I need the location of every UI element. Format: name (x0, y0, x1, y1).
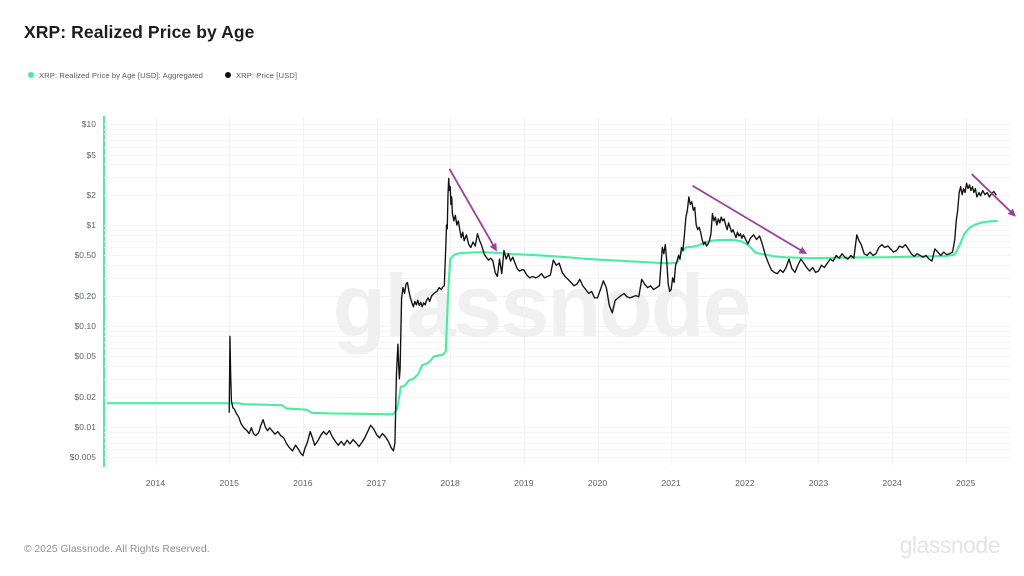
y-axis-tick-label: $0.05 (74, 351, 96, 362)
gridline-minor (104, 277, 1010, 279)
gridline-minor (104, 247, 1010, 249)
gridline-vertical (965, 118, 967, 465)
y-axis-tick-label: $1 (86, 220, 96, 231)
chart-legend: XRP: Realized Price by Age [USD]: Aggreg… (28, 68, 297, 82)
y-axis-tick-label: $0.02 (74, 391, 96, 402)
gridline-minor (104, 426, 1010, 428)
gridline-minor (104, 341, 1010, 343)
x-axis-labels: 2014 2015 2016 2017 2018 2019 2020 2021 2022 2023… (104, 478, 1010, 494)
realized-price-line (106, 219, 998, 416)
y-axis-tick-label: $0.20 (74, 290, 96, 301)
gridline-vertical (376, 118, 378, 465)
x-axis-tick-label: 2020 (587, 478, 608, 488)
legend-entry-2[interactable]: XRP: Price [USD] (224, 70, 298, 80)
gridline-vertical (597, 118, 599, 465)
gridline-minor (104, 436, 1010, 438)
x-axis-tick-label: 2017 (366, 478, 387, 488)
gridline-minor (104, 366, 1010, 368)
gridline-minor (104, 133, 1010, 135)
gridline-vertical (450, 118, 452, 465)
gridline-minor (104, 240, 1010, 242)
trend-arrow (971, 173, 1016, 217)
gridline-minor (104, 176, 1010, 178)
y-axis-tick-label: $0.10 (74, 321, 96, 332)
gridline-minor (104, 265, 1010, 267)
x-axis-tick-label: 2016 (293, 478, 313, 488)
gridline-minor (104, 431, 1010, 433)
gridline-minor (104, 295, 1010, 297)
gridline-minor (104, 449, 1010, 451)
x-axis-tick-label: 2024 (882, 478, 902, 488)
gridline-vertical (671, 118, 673, 465)
y-axis-labels: $10 $5 $2 $1 $0.50 $0.20 $0.10 $0.05 $0.02 $0.01 $… (24, 118, 96, 465)
gridline-minor (104, 378, 1010, 380)
gridline-minor (104, 164, 1010, 166)
legend-entry-1[interactable]: XRP: Realized Price by Age [USD]: Aggreg… (28, 71, 203, 80)
glassnode-logo: glassnode (899, 532, 1001, 558)
x-axis-tick-label: 2025 (956, 478, 976, 488)
gridline-vertical (302, 118, 304, 465)
gridline-vertical (818, 118, 820, 465)
y-axis-line (103, 116, 105, 467)
y-axis-tick-label: $0.005 (69, 452, 96, 463)
gridline-vertical (523, 118, 525, 465)
series-canvas (106, 168, 1016, 457)
gridline-minor (104, 154, 1010, 156)
gridline-minor (104, 225, 1010, 227)
gridline-minor (104, 139, 1010, 141)
x-axis-tick-label: 2014 (145, 478, 166, 488)
x-axis-tick-label: 2023 (808, 478, 829, 488)
price-line (228, 177, 997, 457)
copyright-text: © 2025 Glassnode. All Rights Reserved. (24, 544, 210, 555)
x-axis-tick-label: 2022 (735, 478, 755, 488)
gridline-minor (104, 146, 1010, 148)
gridline-minor (104, 457, 1010, 459)
legend-label: XRP: Realized Price by Age [USD]: Aggreg… (39, 70, 203, 80)
gridline-minor (104, 348, 1010, 350)
gridline-vertical (892, 118, 894, 465)
gridline-minor (104, 128, 1010, 130)
gridline-minor (104, 194, 1010, 196)
y-axis-tick-label: $0.50 (74, 250, 96, 261)
y-axis-tick-label: $5 (86, 149, 96, 160)
page-title: XRP: Realized Price by Age (24, 22, 255, 42)
y-axis-tick-label: $2 (86, 189, 96, 200)
x-axis-tick-label: 2015 (219, 478, 239, 488)
x-axis-tick-label: 2018 (440, 478, 460, 488)
gridline-minor (104, 124, 1010, 126)
gridline-vertical (229, 118, 231, 465)
legend-label: XRP: Price [USD] (235, 70, 298, 80)
x-axis-tick-label: 2019 (514, 478, 534, 488)
gridline-minor (104, 234, 1010, 236)
gridline-minor (104, 326, 1010, 328)
gridline-minor (104, 442, 1010, 444)
gridline-minor (104, 330, 1010, 332)
gridline-vertical (744, 118, 746, 465)
gridline-minor (104, 356, 1010, 358)
legend-marker-icon (224, 72, 231, 78)
legend-marker-icon (28, 72, 34, 78)
y-axis-tick-label: $0.01 (74, 421, 96, 432)
gridline-vertical (155, 118, 157, 465)
gridline-minor (104, 335, 1010, 337)
trend-arrow (448, 168, 497, 252)
x-axis-tick-label: 2021 (661, 478, 681, 488)
y-axis-tick-label: $10 (81, 119, 96, 130)
plot-area: glassnode (104, 118, 1016, 465)
trend-arrows (448, 168, 1016, 255)
gridline-minor (104, 396, 1010, 398)
trend-arrow (692, 185, 808, 255)
gridline-minor (104, 229, 1010, 231)
